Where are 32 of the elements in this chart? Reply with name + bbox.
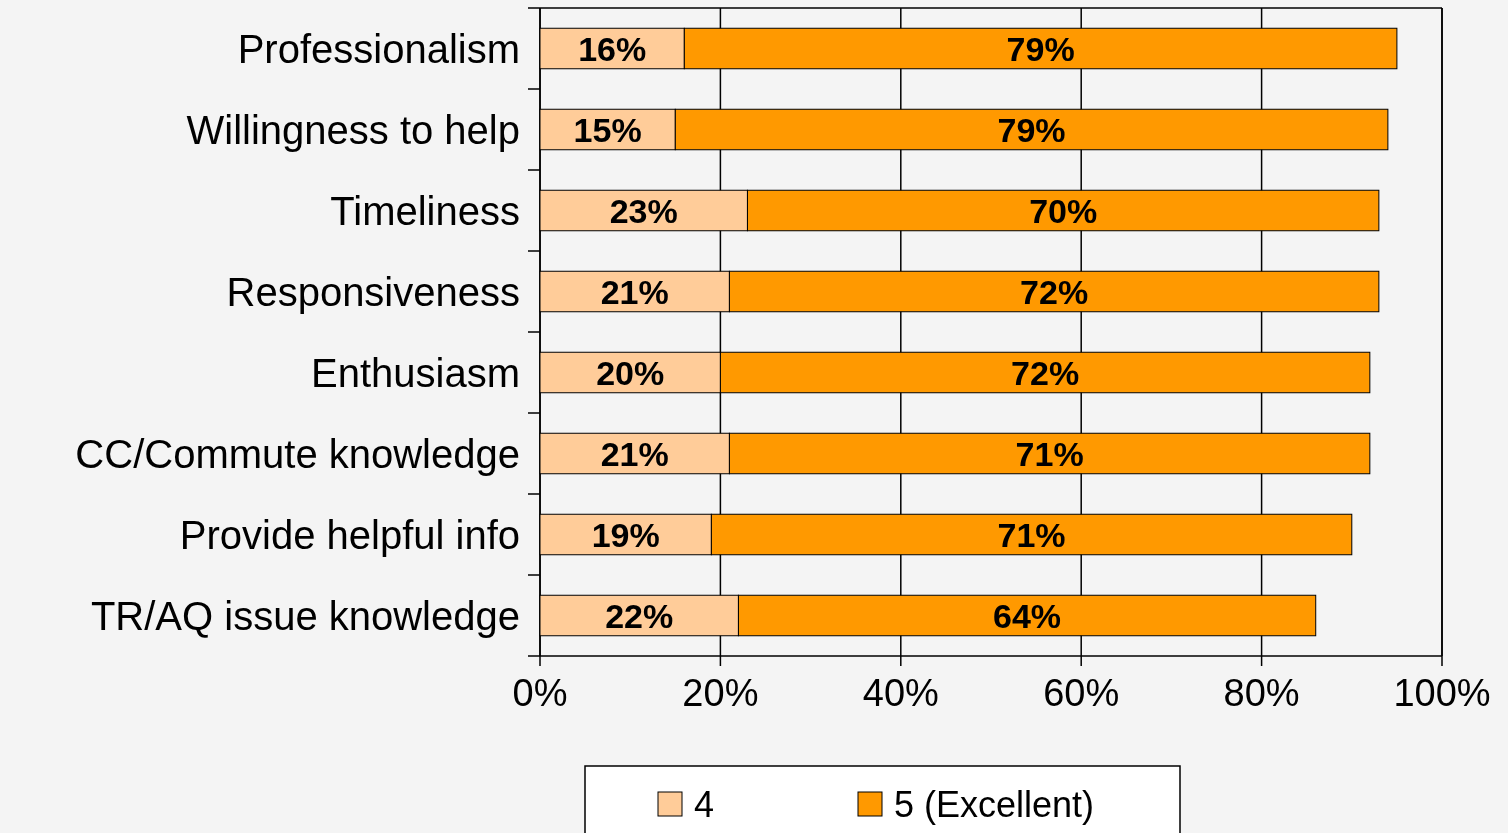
- data-label: 71%: [997, 515, 1066, 554]
- data-label: 71%: [1015, 434, 1084, 473]
- data-label: 20%: [596, 353, 665, 392]
- data-label: 64%: [993, 596, 1062, 635]
- data-label: 15%: [573, 110, 642, 149]
- data-label: 70%: [1029, 191, 1098, 230]
- x-tick-label: 0%: [512, 672, 568, 714]
- x-tick-label: 100%: [1393, 672, 1491, 714]
- y-tick-label: TR/AQ issue knowledge: [90, 593, 520, 638]
- data-label: 23%: [609, 191, 678, 230]
- data-label: 79%: [997, 110, 1066, 149]
- data-label: 72%: [1011, 353, 1080, 392]
- x-tick-label: 20%: [682, 672, 759, 714]
- y-tick-label: CC/Commute knowledge: [75, 431, 520, 476]
- y-tick-label: Provide helpful info: [179, 512, 520, 557]
- y-tick-label: Timeliness: [330, 188, 520, 233]
- legend-label: 4: [694, 783, 715, 825]
- data-label: 21%: [600, 434, 669, 473]
- y-tick-label: Enthusiasm: [311, 350, 520, 395]
- x-tick-label: 80%: [1223, 672, 1300, 714]
- data-label: 19%: [591, 515, 660, 554]
- data-label: 72%: [1020, 272, 1089, 311]
- y-tick-label: Willingness to help: [186, 107, 520, 152]
- legend-label: 5 (Excellent): [894, 783, 1095, 825]
- y-tick-label: Responsiveness: [226, 269, 520, 314]
- data-label: 21%: [600, 272, 669, 311]
- data-label: 79%: [1006, 29, 1075, 68]
- y-tick-label: Professionalism: [237, 26, 520, 71]
- data-label: 22%: [605, 596, 674, 635]
- x-tick-label: 60%: [1043, 672, 1120, 714]
- x-tick-label: 40%: [862, 672, 939, 714]
- data-label: 16%: [578, 29, 647, 68]
